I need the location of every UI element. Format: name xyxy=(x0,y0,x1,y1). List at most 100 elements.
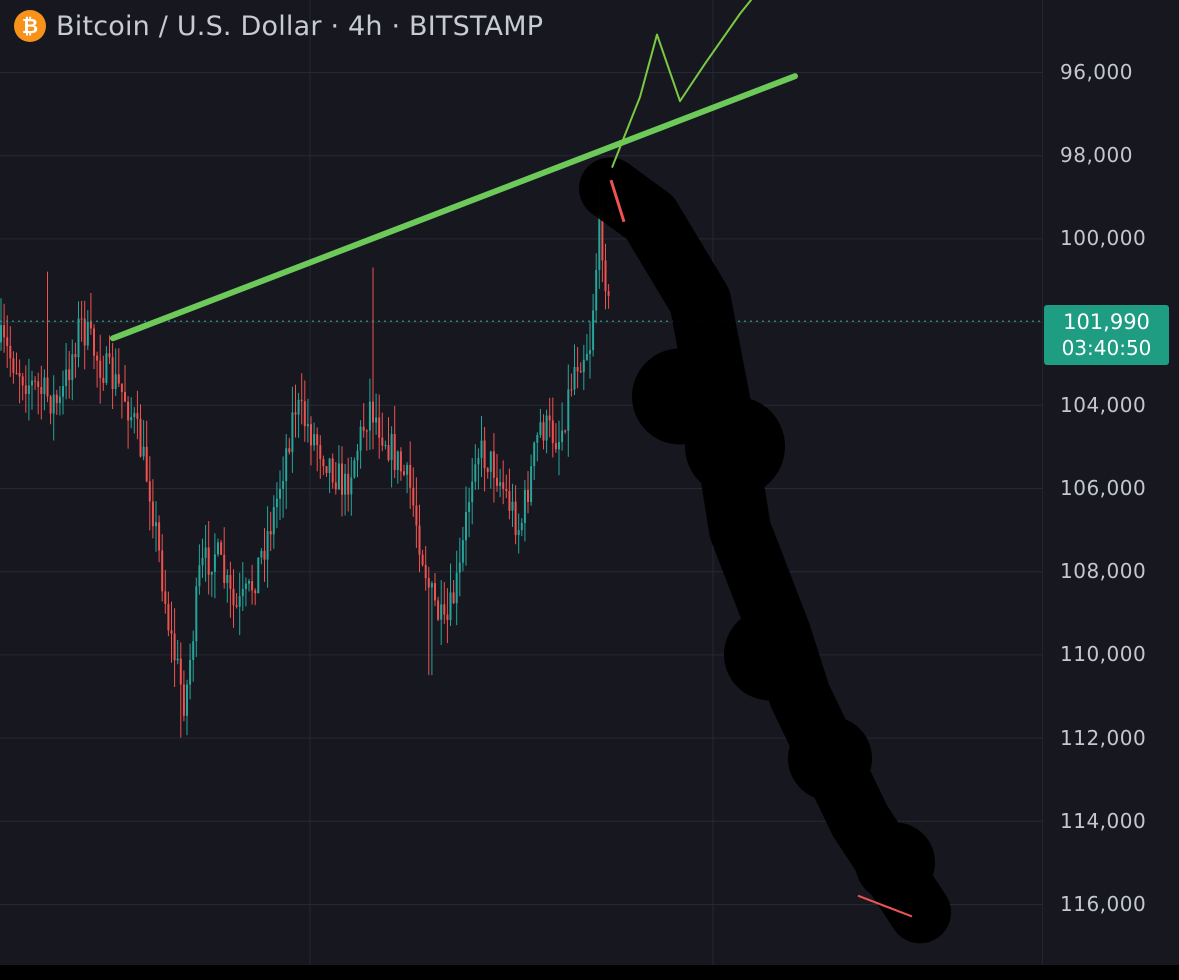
candle-body xyxy=(74,354,77,358)
candle-body xyxy=(480,440,483,458)
candle-body xyxy=(589,350,591,354)
candle-body xyxy=(192,641,195,660)
candle-body xyxy=(477,457,480,465)
candle-body xyxy=(31,380,33,386)
candle-body xyxy=(111,357,114,390)
candle-body xyxy=(418,525,421,555)
candle-body xyxy=(430,583,433,588)
price-axis-tick-label: 114,000 xyxy=(1060,808,1147,833)
candle-body xyxy=(452,592,455,604)
candle-body xyxy=(21,376,24,386)
candle-body xyxy=(161,550,164,592)
candle-body xyxy=(71,354,74,381)
candle-body xyxy=(331,458,334,483)
candle-body xyxy=(198,565,201,587)
candle-body xyxy=(558,442,560,450)
chart-canvas[interactable] xyxy=(0,0,1042,965)
candle-body xyxy=(424,564,427,579)
plot-area[interactable] xyxy=(0,0,1042,965)
candle-body xyxy=(229,575,232,589)
candle-body xyxy=(319,445,322,459)
candle-body xyxy=(486,468,489,472)
candle-body xyxy=(440,604,443,620)
candle-body xyxy=(124,391,126,402)
candle-body xyxy=(496,477,498,486)
candle-body xyxy=(89,322,92,329)
candle-body xyxy=(387,445,390,461)
candle-body xyxy=(539,422,542,435)
candle-body xyxy=(483,440,486,469)
candle-body xyxy=(241,588,244,597)
candle-body xyxy=(461,540,464,563)
candle-body xyxy=(359,426,362,451)
price-axis-tick-label: 98,000 xyxy=(1060,143,1133,168)
candle-body xyxy=(499,482,502,486)
candle-body xyxy=(27,385,30,395)
candle-body xyxy=(421,554,424,565)
candle-body xyxy=(173,633,176,661)
candle-body xyxy=(468,502,471,513)
candle-body xyxy=(248,581,250,584)
candle-body xyxy=(99,360,102,378)
candle-body xyxy=(313,434,316,446)
candle-body xyxy=(604,260,607,292)
candle-body xyxy=(492,451,495,478)
candle-body xyxy=(585,353,588,360)
candle-body xyxy=(3,325,6,338)
candle-body xyxy=(362,426,365,431)
candle-body xyxy=(601,208,604,261)
candle-body xyxy=(210,572,213,575)
price-axis-tick-label: 110,000 xyxy=(1060,642,1147,667)
candle-body xyxy=(37,381,40,388)
candle-body xyxy=(279,488,281,499)
candle-body xyxy=(533,442,536,467)
price-axis[interactable] xyxy=(1042,0,1179,965)
candle-body xyxy=(254,590,257,594)
candle-body xyxy=(195,586,198,642)
candle-body xyxy=(489,451,492,472)
candle-body xyxy=(502,482,505,490)
candle-body xyxy=(148,481,151,502)
candle-body xyxy=(582,359,585,373)
symbol-title[interactable]: Bitcoin / U.S. Dollar · 4h · BITSTAMP xyxy=(56,10,544,42)
candle-body xyxy=(155,522,157,527)
candle-body xyxy=(306,424,309,427)
candle-body xyxy=(434,583,436,601)
candle-body xyxy=(182,684,185,716)
candle-body xyxy=(108,353,111,358)
price-axis-tick-label: 96,000 xyxy=(1060,60,1133,84)
annotation-scribble-blob xyxy=(632,348,728,445)
candle-body xyxy=(595,269,598,311)
candle-body xyxy=(80,318,83,320)
candle-body xyxy=(68,369,71,381)
candle-body xyxy=(390,433,393,461)
candle-body xyxy=(235,605,238,607)
candle-body xyxy=(120,383,123,392)
candle-body xyxy=(356,450,359,461)
candle-body xyxy=(393,433,396,471)
candle-body xyxy=(217,542,219,555)
candle-body xyxy=(449,592,452,620)
candle-body xyxy=(328,458,331,473)
candle-body xyxy=(65,369,68,387)
candle-body xyxy=(58,396,61,404)
candle-body xyxy=(471,481,474,503)
candle-body xyxy=(164,591,167,604)
candle-body xyxy=(523,489,526,523)
candle-body xyxy=(381,437,384,446)
annotation-scribble-blob xyxy=(855,822,935,903)
candle-body xyxy=(275,498,278,508)
candle-body xyxy=(399,451,402,472)
candle-body xyxy=(530,466,533,503)
price-axis-tick-label: 106,000 xyxy=(1060,476,1147,500)
candle-body xyxy=(310,424,312,446)
candle-body xyxy=(272,507,275,535)
candle-body xyxy=(409,464,412,488)
candle-body xyxy=(474,464,477,482)
candle-body xyxy=(96,355,99,361)
candle-body xyxy=(220,542,223,555)
candle-body xyxy=(347,473,350,495)
candle-body xyxy=(465,512,467,541)
candle-body xyxy=(52,394,55,414)
candle-body xyxy=(232,588,235,606)
